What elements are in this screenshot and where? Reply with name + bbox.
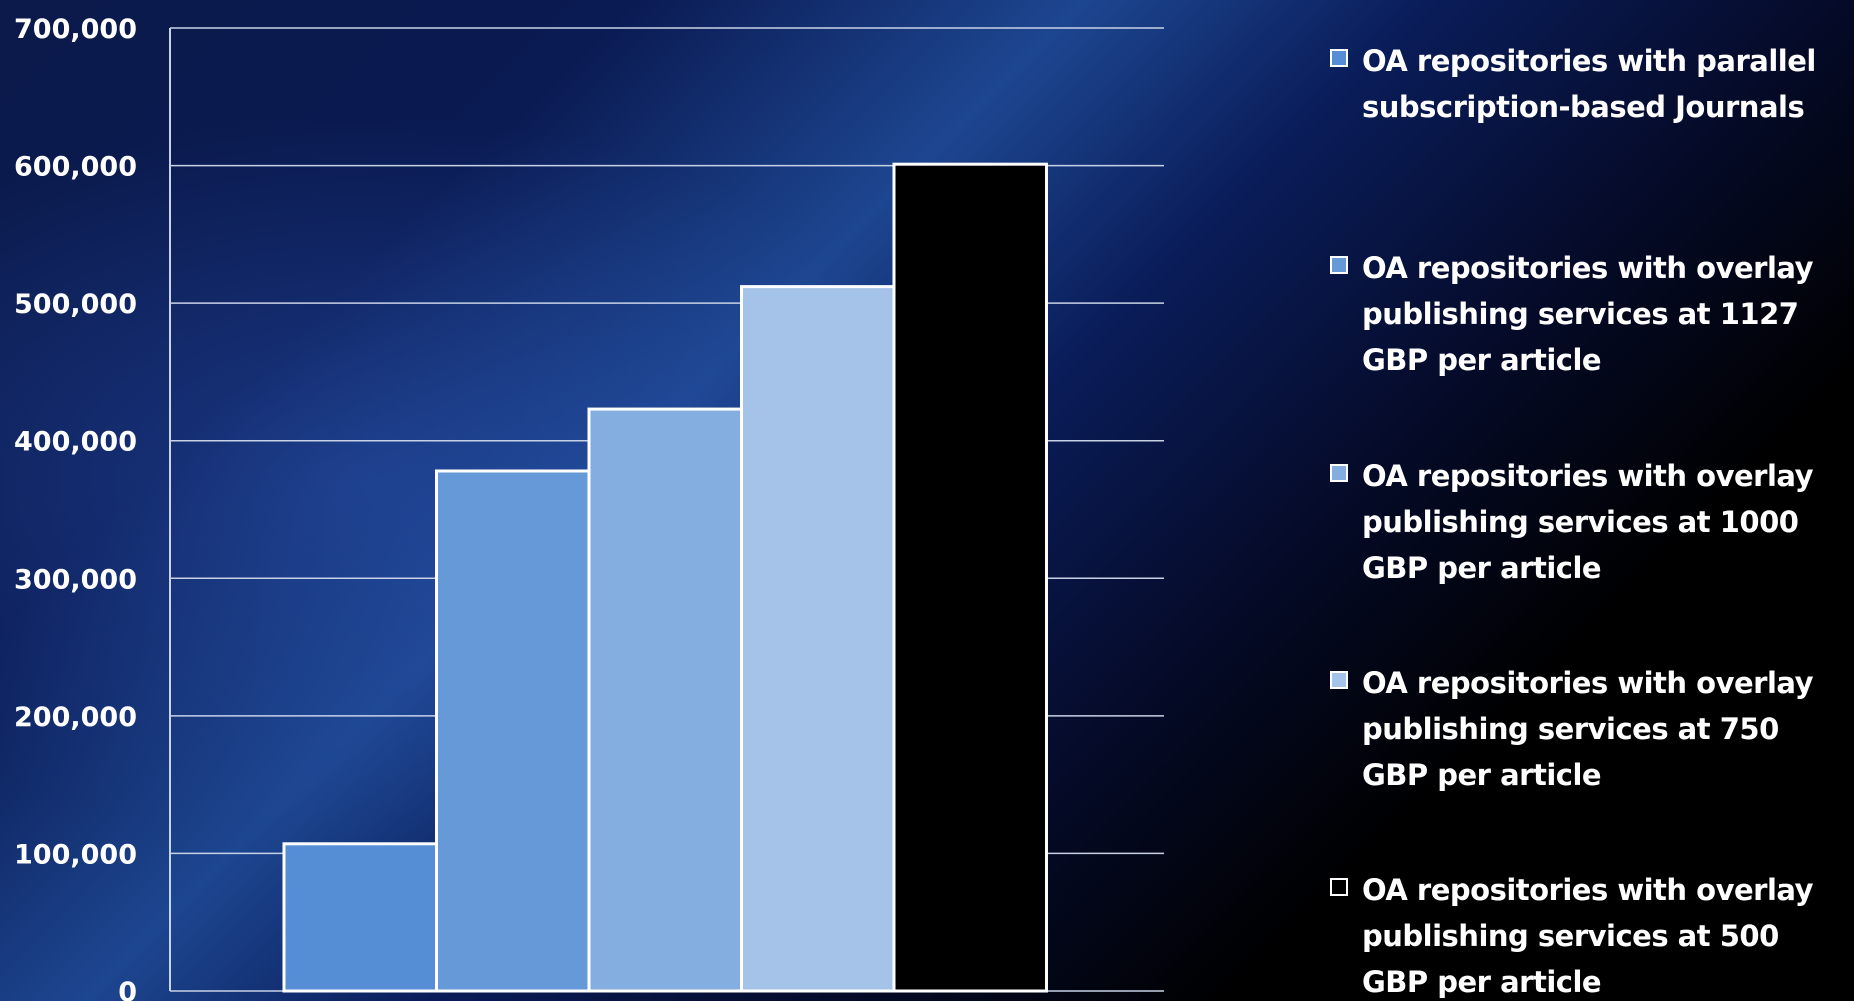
y-tick-label: 0	[118, 977, 137, 1001]
bar	[587, 407, 743, 993]
legend-item: OA repositories with overlay publishing …	[1330, 867, 1850, 1001]
y-tick-label: 500,000	[14, 289, 137, 320]
legend-swatch	[1330, 256, 1348, 274]
y-tick-label: 700,000	[14, 14, 137, 45]
legend-swatch	[1330, 464, 1348, 482]
y-axis: 0 100,000 200,000 300,000 400,000 500,000 600,…	[14, 14, 171, 1001]
bar	[740, 285, 896, 993]
legend-label: OA repositories with overlay publishing …	[1362, 873, 1813, 999]
legend-label: OA repositories with overlay publishing …	[1362, 251, 1813, 377]
legend-label: OA repositories with parallel subscripti…	[1362, 44, 1816, 124]
bar	[892, 162, 1048, 993]
legend-swatch	[1330, 671, 1348, 689]
legend-item: OA repositories with overlay publishing …	[1330, 453, 1850, 591]
legend-label: OA repositories with overlay publishing …	[1362, 459, 1813, 585]
y-tick-label: 100,000	[14, 839, 137, 870]
y-tick-label: 300,000	[14, 564, 137, 595]
bar	[435, 469, 591, 993]
y-tick-label: 400,000	[14, 427, 137, 458]
bar	[282, 842, 438, 993]
legend-item: OA repositories with overlay publishing …	[1330, 660, 1850, 798]
y-tick-label: 600,000	[14, 152, 137, 183]
legend-swatch	[1330, 49, 1348, 67]
legend-item: OA repositories with parallel subscripti…	[1330, 38, 1850, 130]
y-tick-label: 200,000	[14, 702, 137, 733]
legend-swatch	[1330, 878, 1348, 896]
bars	[282, 162, 1048, 993]
legend-item: OA repositories with overlay publishing …	[1330, 245, 1850, 383]
legend-label: OA repositories with overlay publishing …	[1362, 666, 1813, 792]
